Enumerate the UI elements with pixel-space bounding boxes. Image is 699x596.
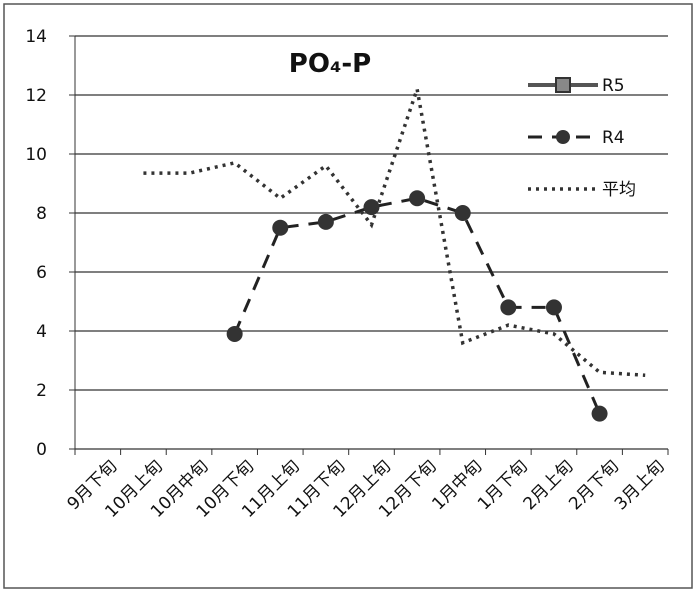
- y-tick-label: 0: [36, 440, 47, 460]
- y-tick-label: 12: [25, 86, 47, 106]
- legend-label: R4: [602, 128, 625, 148]
- y-tick-label: 8: [36, 204, 47, 224]
- legend-marker: [555, 77, 571, 93]
- data-point: [409, 190, 426, 207]
- y-tick-label: 6: [36, 263, 47, 283]
- chart-frame: [3, 3, 693, 589]
- y-tick-label: 2: [36, 381, 47, 401]
- y-tick-label: 14: [25, 27, 47, 47]
- series-line: [233, 196, 601, 415]
- legend-label: 平均: [602, 180, 636, 200]
- legend-label: R5: [602, 76, 625, 96]
- data-point: [454, 205, 471, 221]
- data-point: [545, 299, 562, 316]
- data-point: [363, 199, 380, 216]
- legend-marker: [556, 130, 570, 144]
- data-point: [317, 213, 334, 230]
- data-point: [226, 325, 243, 342]
- y-tick-label: 10: [25, 145, 47, 165]
- data-point: [500, 299, 517, 316]
- data-point: [591, 405, 608, 422]
- chart-title: PO₄-P: [289, 49, 371, 79]
- series-line: [143, 88, 646, 377]
- y-tick-label: 4: [36, 322, 47, 342]
- data-point: [272, 219, 289, 236]
